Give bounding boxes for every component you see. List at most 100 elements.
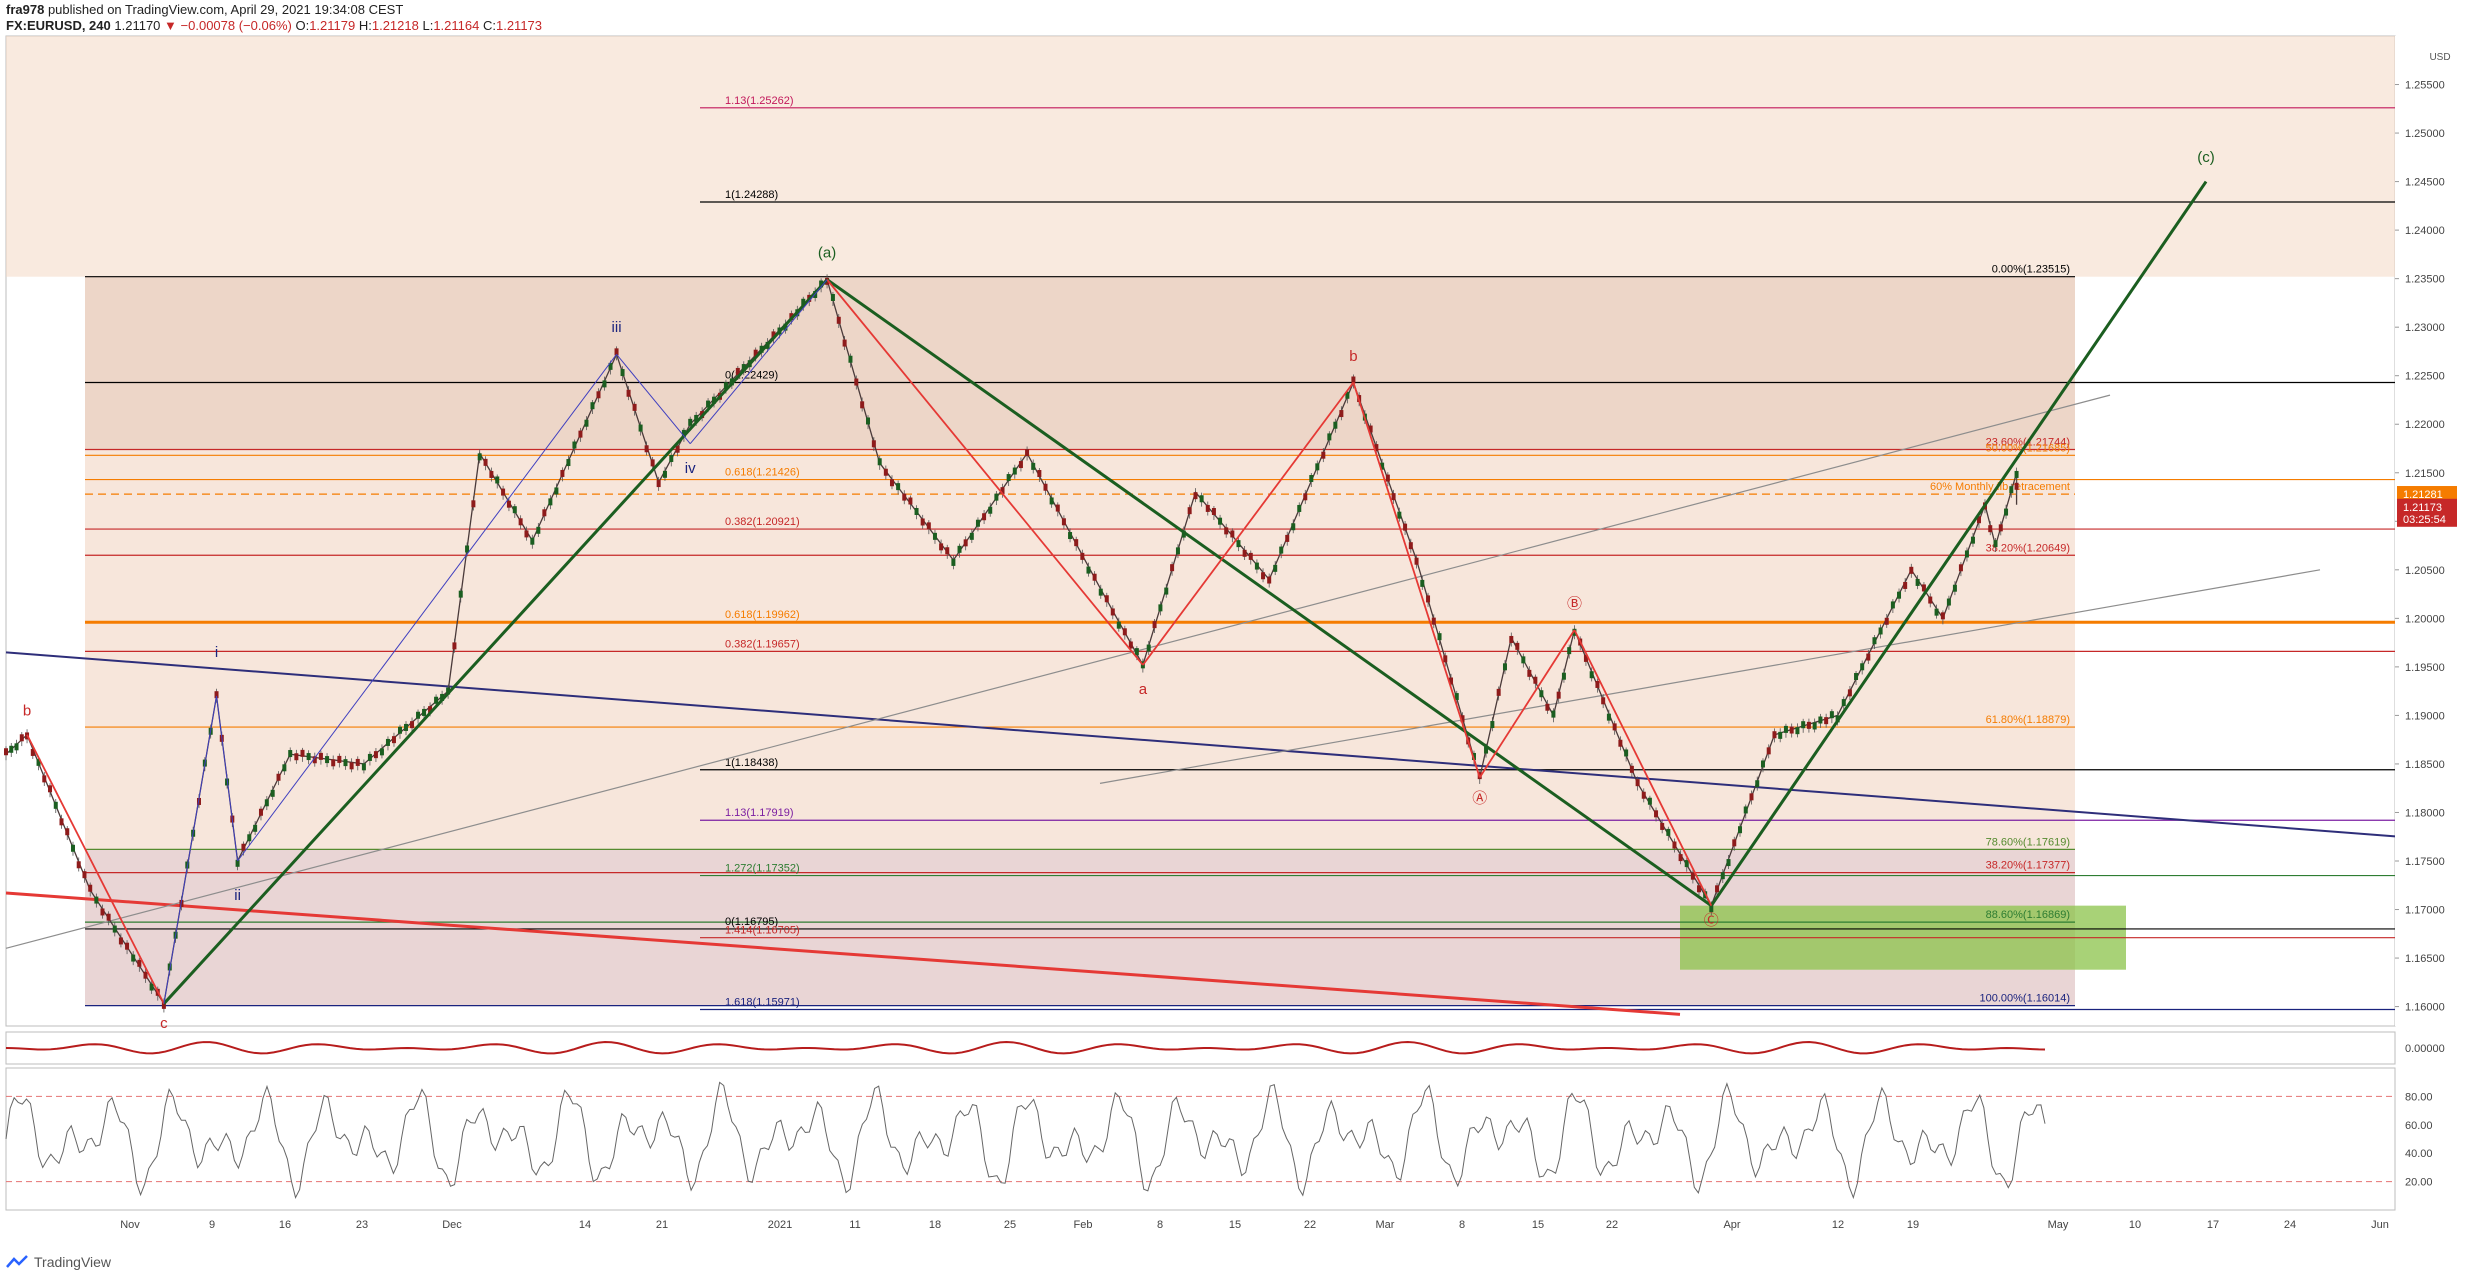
- candle-body: [318, 752, 323, 760]
- red-wave-line[interactable]: [26, 734, 165, 1005]
- candle-body: [848, 355, 853, 363]
- candle-body: [1952, 584, 1957, 592]
- candle-body: [258, 808, 263, 816]
- candle-body: [1074, 539, 1079, 547]
- price-axis[interactable]: [2395, 36, 2468, 1026]
- candle-body: [294, 753, 299, 761]
- candle-body: [2014, 470, 2019, 478]
- candle-body: [270, 789, 275, 797]
- brand-label: TradingView: [34, 1254, 112, 1270]
- y-tick-label: 1.20500: [2405, 565, 2445, 577]
- symbol-label[interactable]: FX:EURUSD, 240: [6, 18, 111, 33]
- level-label: 100.00%(1.16014): [1979, 993, 2070, 1005]
- y-tick-label: 1.18500: [2405, 759, 2445, 771]
- candle-body: [854, 378, 859, 386]
- wave-label: i: [215, 644, 218, 661]
- candle-body: [48, 785, 53, 793]
- wave-label: Ⓑ: [1567, 596, 1582, 613]
- low-label: L:: [422, 18, 434, 33]
- y-tick-label: 1.20000: [2405, 613, 2445, 625]
- candle-body: [883, 468, 888, 476]
- grey-channel-upper[interactable]: [5, 394, 2111, 949]
- publisher-name[interactable]: fra978: [6, 2, 45, 17]
- candle-body: [1230, 530, 1235, 538]
- candle-body: [1789, 726, 1794, 734]
- candle-body: [1273, 564, 1278, 572]
- candle-body: [1391, 493, 1396, 501]
- red-wave-line[interactable]: [1478, 629, 1576, 779]
- currency-label: USD: [2429, 52, 2450, 63]
- candle-body: [801, 298, 806, 306]
- candle-body: [404, 723, 409, 731]
- red-trendline[interactable]: [5, 891, 1681, 1016]
- candle-body: [1866, 653, 1871, 661]
- green-wave-line[interactable]: [1710, 180, 2208, 907]
- candle-body: [1515, 642, 1520, 650]
- candle-body: [1496, 688, 1501, 696]
- candle-body: [1164, 587, 1169, 595]
- candle-body: [969, 532, 974, 540]
- x-tick-label: 9: [209, 1219, 215, 1231]
- symbol-line: FX:EURUSD, 240 1.21170 ▼ −0.00078 (−0.06…: [6, 18, 542, 34]
- candle-body: [137, 959, 142, 967]
- candle-body: [143, 971, 148, 979]
- last-price-tag-bg: [2397, 498, 2457, 527]
- red-wave-line[interactable]: [1142, 381, 1355, 666]
- level-label: 0(1.16795): [725, 916, 778, 928]
- candle-body: [1321, 451, 1326, 459]
- candle-body: [560, 469, 565, 477]
- blue-wave-line[interactable]: [237, 354, 617, 862]
- tradingview-logo-icon: [6, 1255, 28, 1268]
- candle-body: [282, 764, 287, 772]
- candle-body: [1385, 474, 1390, 482]
- candle-body: [650, 459, 655, 467]
- candle-body: [1061, 518, 1066, 526]
- candle-body: [1086, 566, 1091, 574]
- blue-wave-line[interactable]: [689, 279, 828, 444]
- candle-body: [1890, 601, 1895, 609]
- candle-body: [638, 424, 643, 432]
- candle-body: [1484, 746, 1489, 754]
- candle-body: [1110, 608, 1115, 616]
- candle-body: [1397, 511, 1402, 519]
- candle-body: [914, 507, 919, 515]
- candle-body: [161, 1001, 166, 1009]
- level-label: 38.20%(1.17377): [1986, 860, 2070, 872]
- blue-wave-line[interactable]: [163, 695, 218, 1004]
- chart-header: fra978 published on TradingView.com, Apr…: [6, 2, 542, 34]
- red-wave-line[interactable]: [1352, 382, 1481, 778]
- oscillator-pane-2[interactable]: [5, 1067, 2396, 1211]
- wave-label: b: [1349, 348, 1357, 365]
- candle-body: [1654, 810, 1659, 818]
- candle-body: [14, 743, 19, 751]
- candle-body: [36, 758, 41, 766]
- green-wave-line[interactable]: [162, 278, 829, 1005]
- red-wave-line[interactable]: [1573, 629, 1713, 907]
- level-label: 50.00%(1.21685): [1986, 442, 2070, 454]
- blue-wave-line[interactable]: [216, 695, 239, 862]
- navy-trendline[interactable]: [5, 651, 2401, 838]
- level-label: 0.382(1.19657): [725, 638, 800, 650]
- candle-body: [42, 775, 47, 783]
- candle-body: [1471, 752, 1476, 760]
- candle-body: [235, 859, 240, 867]
- candle-body: [723, 382, 728, 390]
- high-label: H:: [358, 18, 372, 33]
- grey-channel-lower[interactable]: [1099, 569, 2321, 784]
- candle-body: [1368, 425, 1373, 433]
- candle-body: [1236, 540, 1241, 548]
- candle-body: [939, 543, 944, 551]
- candle-body: [1297, 504, 1302, 512]
- candle-body: [1647, 797, 1652, 805]
- green-wave-line[interactable]: [826, 278, 1713, 907]
- red-wave-line[interactable]: [826, 279, 1144, 666]
- candle-body: [1556, 691, 1561, 699]
- candle-body: [584, 419, 589, 427]
- wave-label: ii: [234, 887, 241, 904]
- candle-body: [1454, 693, 1459, 701]
- tradingview-brand[interactable]: TradingView: [6, 1254, 111, 1270]
- candle-body: [1928, 596, 1933, 604]
- candle-body: [548, 498, 553, 506]
- blue-wave-line[interactable]: [616, 354, 691, 444]
